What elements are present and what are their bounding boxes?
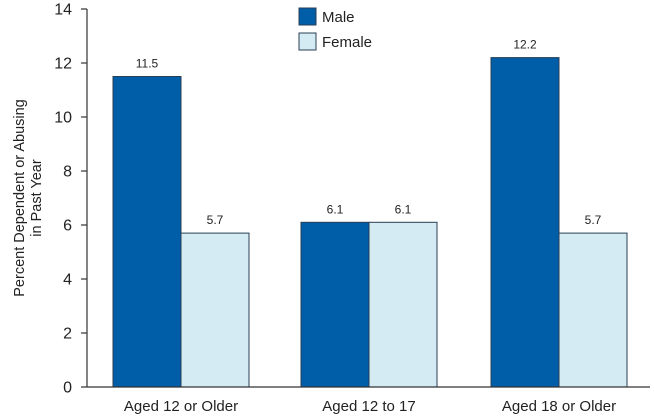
bar-female-1: [180, 232, 250, 388]
y-tick-label: 12: [54, 56, 72, 73]
legend: Male Female: [298, 7, 372, 51]
y-tick-label: 14: [54, 2, 72, 19]
x-category-label: Aged 12 or Older: [124, 398, 238, 415]
data-label: 6.1: [395, 202, 412, 216]
x-axis: Aged 12 or Older Aged 12 to 17 Aged 18 or …: [87, 386, 650, 415]
data-label: 5.7: [207, 213, 224, 227]
x-category-label: Aged 12 to 17: [322, 398, 415, 415]
y-tick-label: 2: [63, 326, 72, 343]
bar-male-1: [112, 76, 182, 388]
data-label: 5.7: [585, 213, 602, 227]
y-tick-label: 10: [54, 110, 72, 127]
x-category-label: Aged 18 or Older: [502, 398, 616, 415]
y-tick-label: 8: [63, 164, 72, 181]
legend-swatch-female: [298, 32, 317, 51]
y-axis-title: Percent Dependent or Abusingin Past Year: [12, 99, 45, 297]
bar-female-2: [368, 221, 438, 388]
bar-female-3: [558, 232, 628, 388]
y-axis-title-text: Percent Dependent or Abusingin Past Year: [12, 99, 45, 297]
y-axis: 0 2 4 6 8 10 12 14: [54, 2, 88, 397]
legend-label-female: Female: [322, 34, 372, 51]
data-label: 6.1: [327, 202, 344, 216]
bars: 11.5 5.7 6.1 6.1 12.2 5.7: [112, 38, 628, 388]
bar-male-3: [490, 57, 560, 388]
y-tick-label: 4: [63, 272, 72, 289]
y-axis-title-line: Percent Dependent or Abusing: [12, 99, 28, 297]
legend-swatch-male: [298, 7, 317, 26]
data-label: 12.2: [513, 38, 537, 52]
y-tick-label: 6: [63, 218, 72, 235]
y-tick-label: 0: [63, 380, 72, 397]
y-axis-title-line: in Past Year: [29, 159, 45, 237]
data-label: 11.5: [136, 57, 159, 71]
legend-label-male: Male: [322, 9, 355, 26]
bar-male-2: [300, 221, 370, 388]
